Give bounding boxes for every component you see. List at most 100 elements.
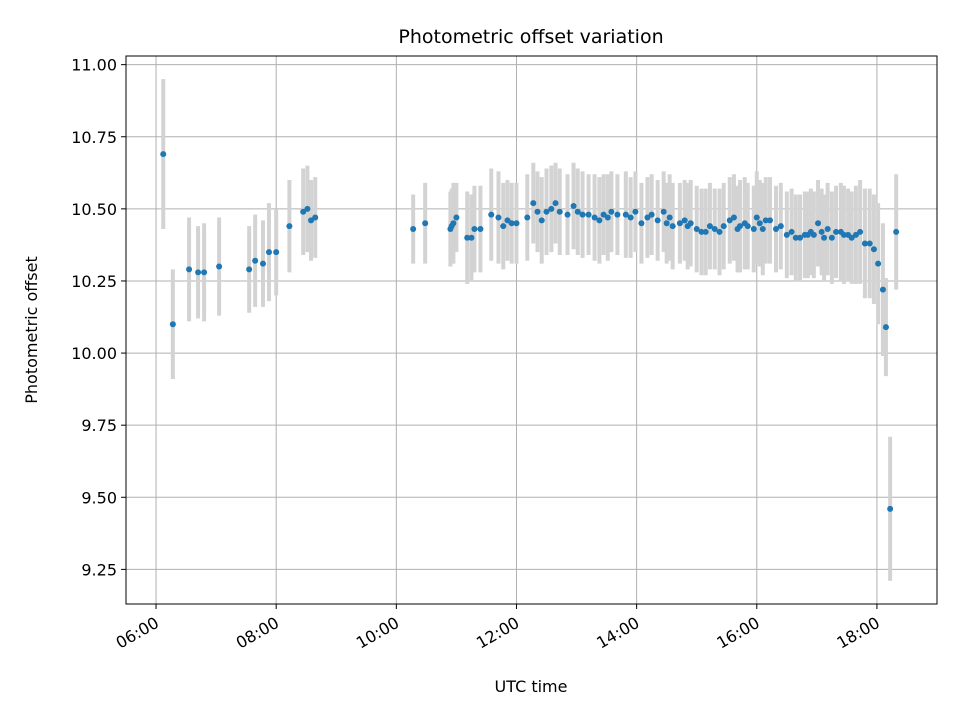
data-point: [543, 208, 550, 215]
data-point: [500, 223, 507, 230]
data-point: [530, 200, 537, 207]
chart-title: Photometric offset variation: [398, 26, 663, 48]
plot-area-frame: [125, 55, 938, 605]
data-point: [828, 234, 835, 241]
data-point: [548, 205, 555, 212]
data-point: [495, 214, 502, 221]
data-point: [216, 263, 223, 270]
data-point: [453, 214, 460, 221]
data-point: [304, 205, 311, 212]
data-point: [600, 211, 607, 218]
y-axis-label: Photometric offset: [22, 256, 41, 404]
data-point: [450, 220, 457, 227]
data-point: [824, 226, 831, 233]
y-tick-label: 9.50: [81, 488, 117, 507]
data-point: [169, 321, 176, 328]
data-point: [681, 217, 688, 224]
data-points: [160, 151, 900, 512]
data-point: [186, 266, 193, 273]
data-point: [744, 223, 751, 230]
data-point: [676, 220, 683, 227]
data-point: [666, 214, 673, 221]
data-point: [286, 223, 293, 230]
y-tick-label: 10.25: [71, 272, 117, 291]
data-point: [513, 220, 520, 227]
data-point: [815, 220, 822, 227]
data-point: [706, 223, 713, 230]
data-point: [608, 208, 615, 215]
data-point: [471, 226, 478, 233]
data-point: [818, 228, 825, 235]
data-point: [840, 231, 847, 238]
data-point: [788, 228, 795, 235]
data-point: [570, 202, 577, 209]
data-point: [736, 223, 743, 230]
data-point: [508, 220, 515, 227]
data-point: [773, 226, 780, 233]
data-point: [887, 505, 894, 512]
data-point: [711, 226, 718, 233]
x-axis-label: UTC time: [495, 677, 568, 696]
data-point: [648, 211, 655, 218]
data-point: [468, 234, 475, 241]
data-point: [422, 220, 429, 227]
data-point: [726, 217, 733, 224]
data-point: [821, 234, 828, 241]
data-point: [660, 208, 667, 215]
data-point: [300, 208, 307, 215]
data-point: [720, 223, 727, 230]
data-point: [632, 208, 639, 215]
data-point: [195, 269, 202, 276]
data-point: [852, 231, 859, 238]
data-point: [669, 223, 676, 230]
data-point: [698, 228, 705, 235]
data-point: [585, 211, 592, 218]
data-point: [702, 228, 709, 235]
data-point: [810, 231, 817, 238]
data-point: [265, 249, 272, 256]
y-tick-label: 10.00: [71, 344, 117, 363]
data-point: [879, 286, 886, 293]
data-point: [579, 211, 586, 218]
data-point: [524, 214, 531, 221]
data-point: [861, 240, 868, 247]
data-point: [882, 324, 889, 331]
data-point: [753, 214, 760, 221]
data-point: [410, 226, 417, 233]
data-point: [730, 214, 737, 221]
data-point: [716, 228, 723, 235]
data-point: [252, 257, 259, 264]
data-point: [556, 208, 563, 215]
data-point: [552, 200, 559, 207]
y-tick-label: 10.50: [71, 200, 117, 219]
data-point: [627, 214, 634, 221]
data-point: [534, 208, 541, 215]
data-point: [614, 211, 621, 218]
data-point: [792, 234, 799, 241]
data-point: [750, 226, 757, 233]
data-point: [160, 151, 167, 158]
data-point: [756, 220, 763, 227]
y-axis-ticks: 9.25 9.50 9.75 10.00 10.25 10.50 10.75 11.00: [71, 56, 126, 579]
y-tick-label: 10.75: [71, 128, 117, 147]
data-point: [857, 228, 864, 235]
data-point: [488, 211, 495, 218]
data-point: [766, 217, 773, 224]
y-tick-label: 9.25: [81, 560, 117, 579]
data-point: [308, 217, 315, 224]
data-point: [312, 214, 319, 221]
data-point: [866, 240, 873, 247]
data-point: [759, 226, 766, 233]
data-point: [538, 217, 545, 224]
data-point: [663, 220, 670, 227]
data-point: [464, 234, 471, 241]
data-point: [604, 214, 611, 221]
data-point: [564, 211, 571, 218]
data-point: [848, 234, 855, 241]
data-point: [654, 217, 661, 224]
data-point: [574, 208, 581, 215]
data-point: [687, 220, 694, 227]
data-point: [477, 226, 484, 233]
